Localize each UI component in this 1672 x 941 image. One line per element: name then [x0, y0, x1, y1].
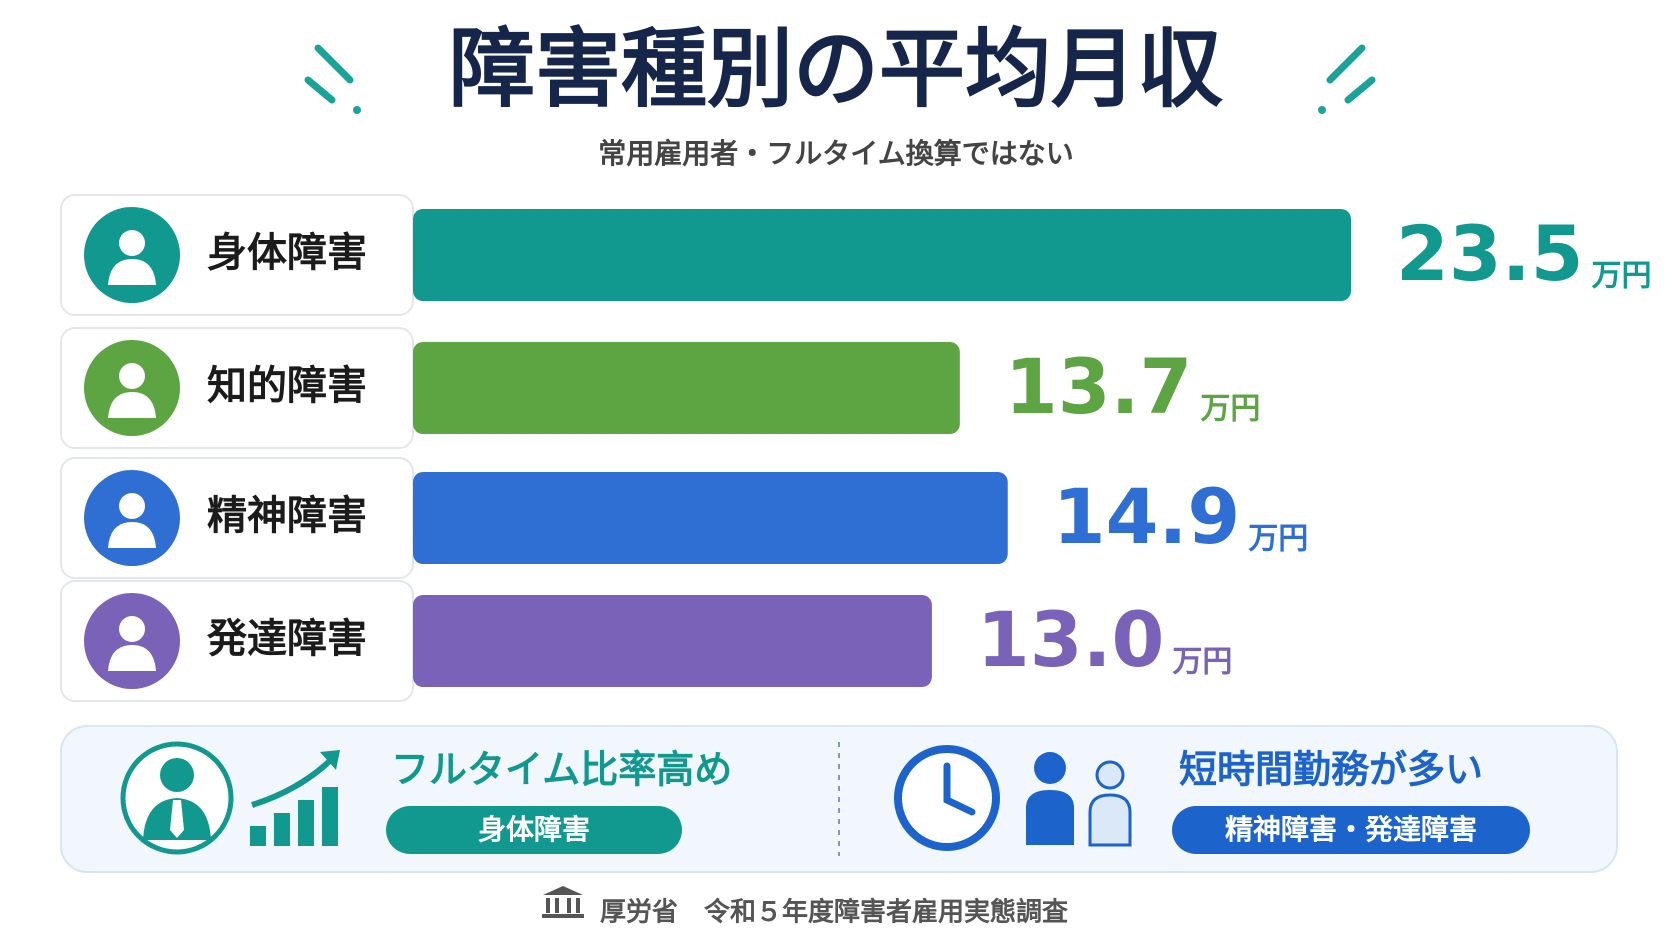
category-label: 発達障害	[207, 616, 367, 662]
category-icon-glyph	[108, 522, 156, 548]
category-icon-glyph	[119, 616, 145, 642]
chart-subtitle: 常用雇用者・フルタイム換算ではない	[598, 137, 1073, 170]
source: 厚労省 令和５年度障害者雇用実態調査	[600, 897, 1068, 928]
category-label: 精神障害	[207, 493, 367, 539]
chart-title: 障害種別の平均月収	[449, 19, 1223, 119]
value-label: 23.5	[1396, 209, 1584, 298]
annotation-badge-text: 精神障害・発達障害	[1225, 813, 1477, 846]
title-sparkles	[304, 44, 1376, 114]
bar	[413, 342, 960, 434]
annotation-text: 短時間勤務が多い	[1179, 748, 1483, 792]
category-icon-glyph	[108, 645, 156, 671]
value-unit: 万円	[1592, 259, 1652, 294]
value-unit: 万円	[1200, 392, 1260, 427]
value-label: 14.9	[1053, 472, 1241, 561]
category-icon-glyph	[119, 230, 145, 256]
annotation-badge	[1172, 806, 1530, 854]
category-icon-glyph	[108, 392, 156, 418]
category-icon-glyph	[119, 493, 145, 519]
bar	[413, 209, 1351, 301]
category-icon-glyph	[119, 363, 145, 389]
annotation-badge-text: 身体障害	[478, 813, 590, 846]
annotation-text: フルタイム比率高め	[391, 748, 732, 792]
bar	[413, 595, 932, 687]
source-icon	[542, 886, 584, 918]
value-label: 13.7	[1005, 342, 1193, 431]
bar	[413, 472, 1008, 564]
value-unit: 万円	[1248, 522, 1308, 557]
category-icon-glyph	[108, 259, 156, 285]
category-label: 身体障害	[207, 230, 367, 276]
annotation-badge	[386, 806, 682, 854]
fulltime-icon	[120, 741, 340, 855]
category-label: 知的障害	[207, 363, 367, 409]
value-label: 13.0	[977, 595, 1165, 684]
value-unit: 万円	[1172, 645, 1232, 680]
shorttime-icon	[894, 745, 1132, 851]
